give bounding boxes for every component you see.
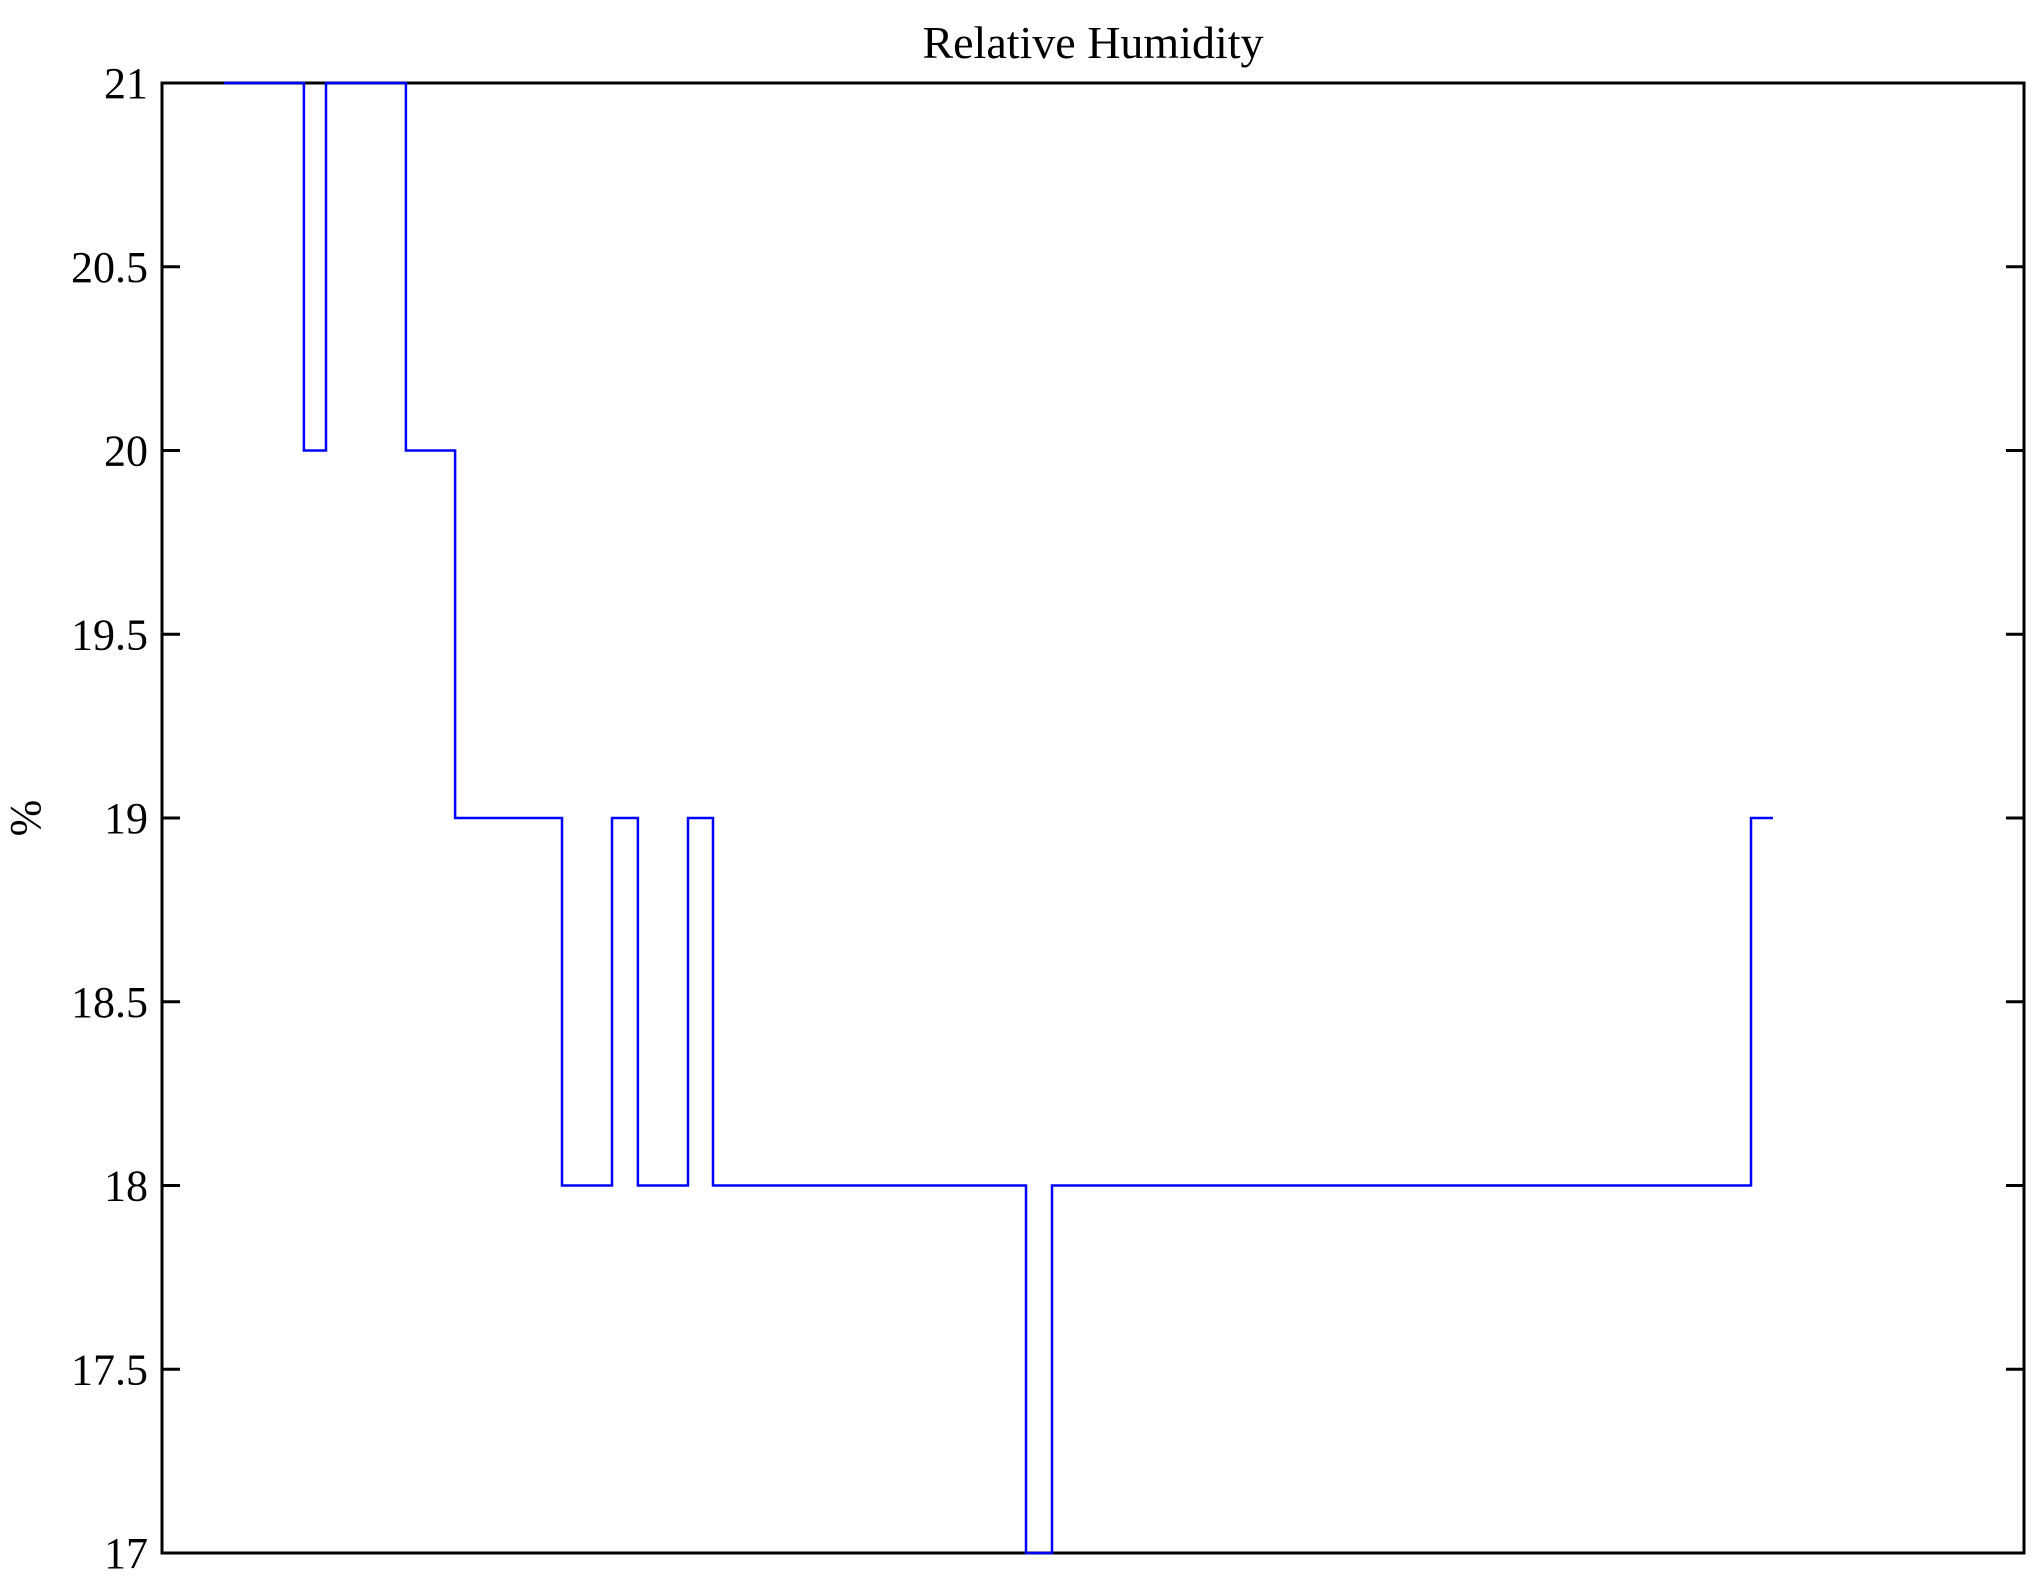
- y-axis-label: %: [1, 800, 50, 837]
- y-axis-ticks-left: [162, 81, 180, 1555]
- y-tick-label: 17.5: [71, 1345, 148, 1394]
- y-tick-label: 21: [104, 59, 148, 108]
- plot-border: [160, 81, 2026, 1555]
- y-tick-label: 19: [104, 794, 148, 843]
- y-tick-label: 18: [104, 1162, 148, 1211]
- y-tick-label: 20.5: [71, 243, 148, 292]
- y-axis-tick-labels: 17 17.5 18 18.5 19 19.5 20 20.5 21: [71, 59, 148, 1578]
- y-tick-label: 20: [104, 427, 148, 476]
- chart-title: Relative Humidity: [922, 17, 1263, 68]
- y-axis-ticks-right: [2006, 81, 2024, 1555]
- y-tick-label: 18.5: [71, 978, 148, 1027]
- humidity-step-line: [224, 81, 1773, 1555]
- y-tick-label: 17: [104, 1529, 148, 1578]
- y-tick-label: 19.5: [71, 610, 148, 659]
